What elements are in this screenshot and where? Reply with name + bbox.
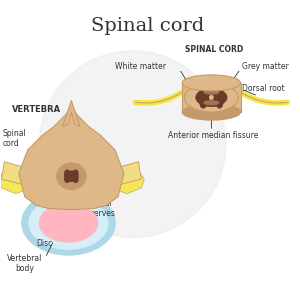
Ellipse shape [216,99,223,109]
Ellipse shape [74,176,78,182]
Ellipse shape [217,85,223,95]
Text: Spinal cord: Spinal cord [91,17,204,35]
Ellipse shape [203,90,219,95]
Ellipse shape [200,85,206,95]
Ellipse shape [65,171,78,181]
Text: Disc: Disc [36,239,52,248]
Polygon shape [182,83,241,112]
Circle shape [210,96,213,99]
Ellipse shape [195,88,227,107]
Ellipse shape [200,99,207,109]
Text: Spinal
cord: Spinal cord [3,129,27,148]
Polygon shape [112,170,144,194]
Text: Dorsal root: Dorsal root [242,84,285,93]
Text: Spinal
nerves: Spinal nerves [89,199,115,218]
Polygon shape [63,100,80,127]
Text: Anterior median fissure: Anterior median fissure [168,131,258,140]
Text: Grey matter: Grey matter [242,62,289,71]
Ellipse shape [60,166,82,186]
Text: White matter: White matter [115,62,166,71]
Circle shape [39,51,226,238]
Polygon shape [112,162,141,185]
Ellipse shape [39,204,98,242]
Ellipse shape [74,170,78,176]
Polygon shape [2,162,31,185]
Ellipse shape [203,100,219,105]
Ellipse shape [29,197,108,249]
Text: Vertebral
body: Vertebral body [7,254,42,273]
Polygon shape [19,106,124,210]
Ellipse shape [184,83,238,112]
Ellipse shape [182,75,241,91]
Ellipse shape [182,104,241,120]
Ellipse shape [57,163,86,189]
Ellipse shape [65,176,69,182]
Text: VERTEBRA: VERTEBRA [12,105,61,114]
Text: SPINAL CORD: SPINAL CORD [185,45,243,54]
Ellipse shape [22,191,115,255]
Ellipse shape [65,170,69,176]
Polygon shape [0,170,31,194]
